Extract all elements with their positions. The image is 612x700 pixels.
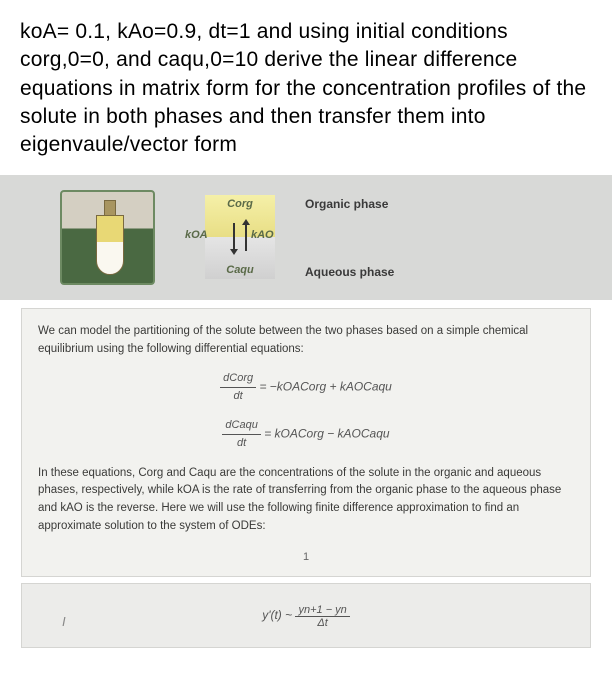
equation-2: dCaqu dt = kOACorg − kAOCaqu — [38, 417, 574, 452]
equation-1: dCorg dt = −kOACorg + kAOCaqu — [38, 370, 574, 405]
page-number: 1 — [303, 549, 309, 566]
organic-phase-label: Organic phase — [305, 197, 388, 211]
c-aqu-label: Caqu — [226, 264, 254, 276]
explanation-text: In these equations, Corg and Caqu are th… — [38, 465, 574, 536]
aqueous-phase-box: Caqu — [205, 237, 275, 279]
i-marker: I — [62, 614, 66, 629]
c-org-label: Corg — [227, 198, 253, 210]
intro-text: We can model the partitioning of the sol… — [38, 323, 574, 359]
koa-label: kOA — [185, 229, 208, 241]
flask-photo — [60, 190, 155, 285]
content-panel: We can model the partitioning of the sol… — [21, 308, 591, 577]
phase-diagram: Corg Caqu kOA kAO Organic phase Aqueous … — [175, 187, 552, 287]
bottom-panel: I y'(t) ~ yn+1 − yn Δt — [21, 583, 591, 648]
approximation-equation: y'(t) ~ yn+1 − yn Δt — [262, 608, 350, 622]
aqueous-phase-label: Aqueous phase — [305, 265, 394, 279]
arrow-up-icon — [245, 223, 247, 251]
phase-diagram-section: Corg Caqu kOA kAO Organic phase Aqueous … — [0, 175, 612, 300]
kao-label: kAO — [251, 229, 274, 241]
question-text: koA= 0.1, kAo=0.9, dt=1 and using initia… — [0, 0, 612, 175]
arrow-down-icon — [233, 223, 235, 251]
